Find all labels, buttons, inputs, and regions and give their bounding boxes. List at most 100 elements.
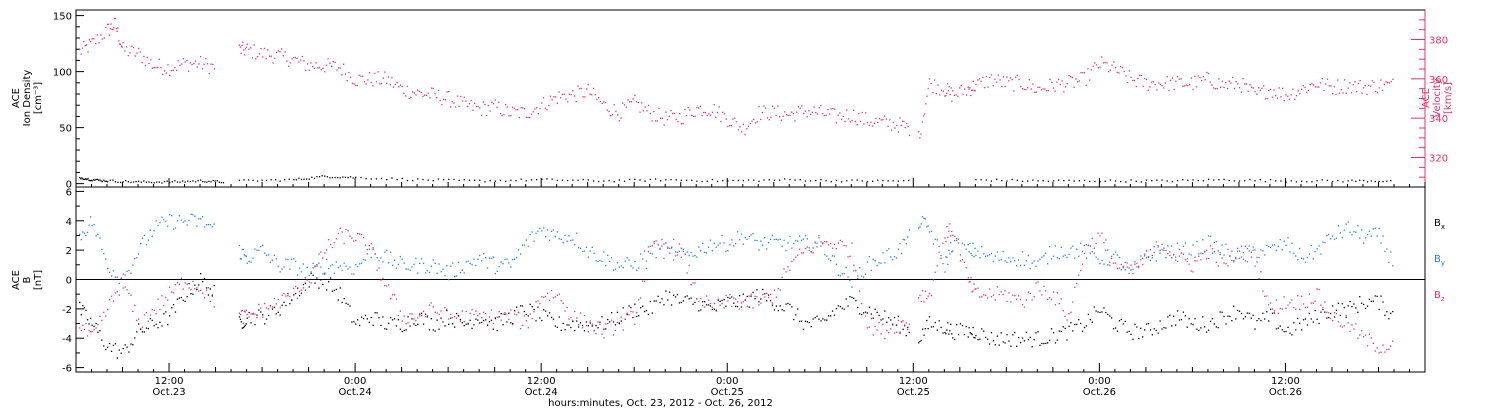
By-point bbox=[93, 224, 95, 226]
density-point bbox=[613, 181, 615, 183]
density-point bbox=[303, 178, 305, 180]
Bx-point bbox=[308, 286, 310, 288]
By-point bbox=[136, 257, 138, 259]
velocity-point bbox=[1232, 76, 1234, 78]
velocity-point bbox=[1070, 76, 1072, 78]
Bx-point bbox=[622, 307, 624, 309]
velocity-point bbox=[124, 50, 126, 52]
By-point bbox=[256, 249, 258, 251]
Bx-point bbox=[149, 318, 151, 320]
By-point bbox=[463, 272, 465, 274]
By-point bbox=[1207, 235, 1210, 237]
Bx-point bbox=[457, 314, 460, 317]
By-point bbox=[936, 239, 938, 241]
density-point bbox=[125, 180, 127, 182]
density-point bbox=[1016, 179, 1018, 181]
Bz-point bbox=[419, 315, 421, 317]
velocity-point bbox=[1051, 81, 1053, 83]
Bz-point bbox=[1016, 298, 1018, 300]
Bz-point bbox=[465, 310, 467, 313]
density-point bbox=[908, 179, 910, 181]
Bx-point bbox=[124, 344, 126, 346]
By-point bbox=[171, 215, 173, 217]
By-point bbox=[403, 262, 405, 264]
Bx-point bbox=[1332, 305, 1334, 307]
By-point bbox=[297, 274, 299, 276]
velocity-point bbox=[1154, 84, 1156, 86]
By-point bbox=[884, 262, 886, 264]
By-point bbox=[174, 227, 177, 229]
Bx-point bbox=[923, 334, 925, 336]
Bz-point bbox=[752, 307, 754, 309]
velocity-point bbox=[174, 67, 176, 69]
velocity-point bbox=[754, 122, 757, 124]
By-point bbox=[950, 242, 952, 244]
x-tick-time-label: 12:00 bbox=[527, 376, 556, 387]
velocity-point bbox=[346, 80, 348, 82]
Bz-point bbox=[967, 277, 969, 279]
Bx-point bbox=[1180, 319, 1183, 321]
Bz-point bbox=[1225, 263, 1227, 265]
Bz-point bbox=[198, 290, 200, 292]
Bz-point bbox=[657, 243, 659, 246]
density-point bbox=[122, 181, 124, 183]
density-point bbox=[427, 179, 429, 181]
Bz-point bbox=[306, 279, 308, 281]
By-point bbox=[504, 258, 506, 260]
velocity-point bbox=[584, 96, 586, 98]
Bx-point bbox=[954, 338, 956, 341]
By-point bbox=[264, 252, 266, 254]
Bz-point bbox=[360, 234, 363, 236]
By-point bbox=[1045, 252, 1047, 254]
velocity-point bbox=[694, 115, 696, 117]
velocity-point bbox=[281, 48, 283, 50]
Bx-point bbox=[244, 324, 246, 327]
By-point bbox=[957, 238, 960, 240]
Bx-point bbox=[535, 320, 537, 322]
density-point bbox=[479, 179, 481, 181]
By-point bbox=[86, 231, 89, 234]
Bx-point bbox=[1112, 328, 1115, 330]
By-point bbox=[1196, 240, 1198, 243]
Bx-point bbox=[616, 311, 619, 313]
velocity-point bbox=[107, 23, 109, 26]
By-point bbox=[541, 230, 543, 232]
By-point bbox=[1233, 261, 1235, 263]
By-point bbox=[924, 218, 926, 220]
velocity-point bbox=[114, 17, 117, 20]
Bz-point bbox=[636, 311, 638, 314]
density-point bbox=[660, 180, 662, 182]
Bx-point bbox=[576, 320, 578, 322]
By-point bbox=[845, 266, 847, 268]
velocity-point bbox=[415, 94, 417, 96]
velocity-point bbox=[470, 99, 472, 102]
velocity-point bbox=[832, 108, 834, 110]
Bx-point bbox=[500, 313, 502, 315]
velocity-point bbox=[181, 63, 183, 65]
Bx-point bbox=[1091, 321, 1093, 323]
Bx-point bbox=[163, 313, 165, 315]
density-point bbox=[1187, 179, 1189, 181]
velocity-point bbox=[568, 93, 570, 95]
By-point bbox=[331, 264, 334, 266]
velocity-point bbox=[306, 63, 309, 65]
velocity-point bbox=[1371, 80, 1373, 82]
velocity-point bbox=[1328, 85, 1330, 87]
Bx-point bbox=[636, 315, 638, 318]
By-point bbox=[1091, 251, 1093, 253]
density-point bbox=[649, 178, 651, 180]
velocity-point bbox=[1256, 93, 1258, 95]
velocity-point bbox=[1345, 92, 1347, 94]
velocity-point bbox=[167, 64, 169, 66]
density-point bbox=[1342, 181, 1344, 183]
By-point bbox=[767, 242, 770, 244]
velocity-point bbox=[391, 77, 393, 79]
Bx-point bbox=[1347, 305, 1349, 307]
velocity-point bbox=[1013, 90, 1015, 92]
field-axis-label: B bbox=[22, 276, 33, 283]
velocity-point bbox=[994, 78, 996, 80]
velocity-point bbox=[1059, 83, 1062, 86]
Bz-point bbox=[1081, 263, 1084, 265]
Bx-point bbox=[378, 317, 380, 319]
Bz-point bbox=[942, 242, 944, 244]
